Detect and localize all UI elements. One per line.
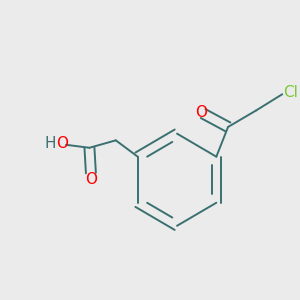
Text: H: H [44,136,56,151]
Text: Cl: Cl [283,85,298,100]
Text: O: O [56,136,68,151]
Text: O: O [195,105,207,120]
Text: O: O [85,172,97,187]
